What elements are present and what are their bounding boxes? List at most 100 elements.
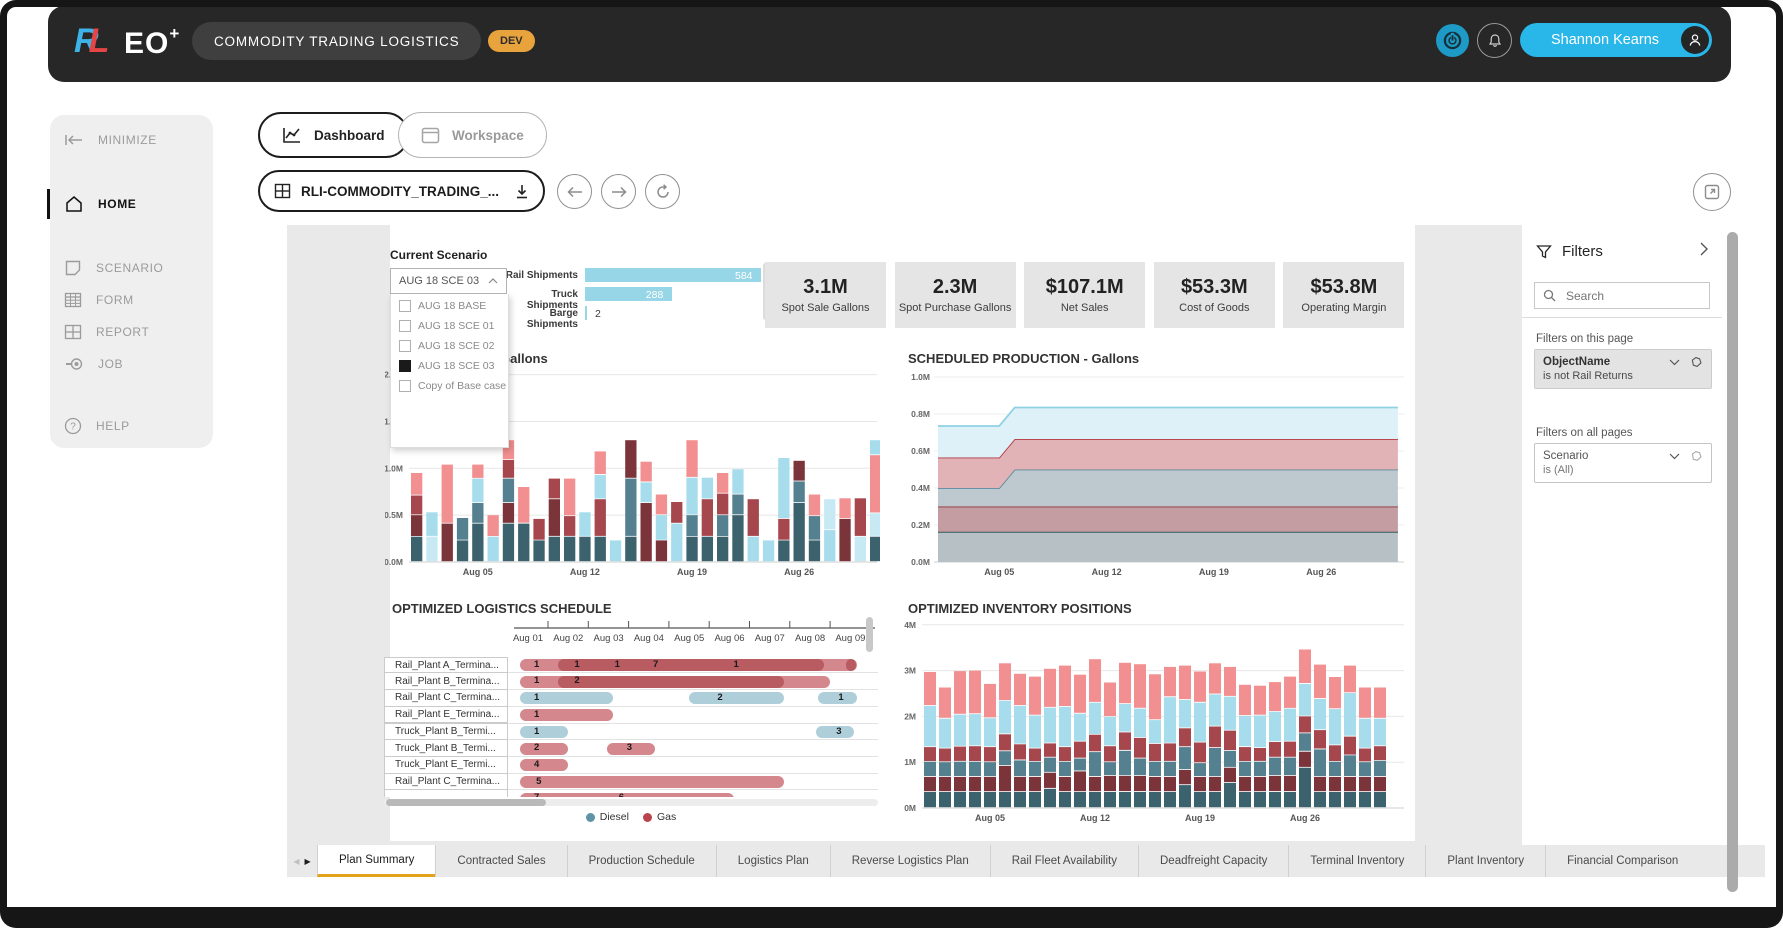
popout-button[interactable] [1693, 173, 1731, 211]
user-menu[interactable]: Shannon Kearns [1520, 23, 1712, 57]
legend-item-diesel[interactable]: Diesel [585, 811, 629, 823]
gantt-hscrollbar-track[interactable] [384, 799, 878, 806]
workspace-button[interactable]: Workspace [398, 112, 547, 158]
report-icon [64, 324, 82, 340]
chevron-right-icon [1700, 242, 1708, 256]
forward-button[interactable] [601, 174, 636, 209]
chevron-down-icon[interactable] [1669, 453, 1680, 460]
gantt-row-divider [508, 689, 878, 691]
logo-letter-r: R [74, 22, 99, 60]
tab-production-schedule[interactable]: Production Schedule [566, 845, 716, 877]
eraser-icon[interactable] [1690, 356, 1703, 368]
checkbox-checked[interactable] [399, 360, 411, 372]
gantt-bar-value: 1 [534, 725, 540, 737]
kpi-label: Spot Purchase Gallons [898, 302, 1012, 314]
gantt-bar-value: 7 [652, 658, 659, 670]
filter-card-scenario[interactable]: Scenario is (All) [1534, 443, 1712, 483]
svg-text:Aug 26: Aug 26 [784, 567, 814, 577]
report-selector[interactable]: RLI-COMMODITY_TRADING_... [258, 170, 545, 212]
svg-text:Aug 05: Aug 05 [463, 567, 493, 577]
tab-plan-summary[interactable]: Plan Summary [317, 845, 436, 877]
chevron-up-icon [488, 278, 498, 284]
gantt-bar [606, 742, 655, 755]
person-icon [1689, 34, 1701, 46]
kpi-card[interactable]: 2.3M Spot Purchase Gallons [894, 262, 1016, 328]
scenario-option-label: AUG 18 SCE 02 [418, 340, 495, 352]
sidebar-item-scenario[interactable]: SCENARIO [50, 255, 213, 281]
scenario-option[interactable]: AUG 18 SCE 01 [391, 318, 508, 334]
gantt-bar-value: 3 [836, 725, 842, 737]
gantt-bar-value: 1 [534, 675, 540, 687]
sidebar-item-minimize[interactable]: MINIMIZE [50, 127, 213, 153]
eraser-icon[interactable] [1690, 450, 1703, 462]
svg-text:Aug 03: Aug 03 [594, 633, 624, 644]
inventory-positions-chart[interactable]: 0M 1M 2M 3M 4M Aug 05 Aug 12 Aug 19 Aug 26 [900, 598, 1412, 830]
filters-search[interactable] [1534, 282, 1710, 309]
page-tab-bar: ◀ ▶ Plan Summary Contracted Sales Producti… [287, 845, 1765, 877]
kpi-card[interactable]: $107.1M Net Sales [1024, 262, 1146, 328]
filters-title: Filters [1562, 243, 1603, 260]
svg-text:0.5M: 0.5M [385, 510, 403, 520]
tab-reverse-logistics-plan[interactable]: Reverse Logistics Plan [829, 845, 990, 877]
gantt-vscrollbar-thumb[interactable] [866, 617, 873, 652]
sidebar-item-form[interactable]: FORM [50, 287, 213, 313]
scheduled-production-chart[interactable]: 0.0M 0.2M 0.4M 0.6M 0.8M 1.0M Aug 05 Aug 12 Aug … [900, 345, 1412, 585]
legend-item-gas[interactable]: Gas [642, 811, 676, 823]
svg-text:1M: 1M [904, 757, 916, 767]
tab-terminal-inventory[interactable]: Terminal Inventory [1288, 845, 1425, 877]
dashboard-button[interactable]: Dashboard [258, 112, 409, 158]
shipment-counts-chart[interactable]: Rail Shipments 584 Truck Shipments 288 Barge… [500, 255, 770, 330]
scenario-option[interactable]: Copy of Base case [391, 378, 508, 394]
tab-deadfreight-capacity[interactable]: Deadfreight Capacity [1138, 845, 1288, 877]
gantt-rows: Rail_Plant A_Termina... 1 1 1 7 1 Rail_Plant B… [384, 598, 878, 797]
tab-scroll-right-icon[interactable]: ▶ [304, 856, 311, 866]
checkbox-unchecked[interactable] [399, 320, 411, 332]
power-button[interactable] [1436, 24, 1469, 57]
gantt-bar-value: 2 [534, 742, 540, 754]
kpi-card[interactable]: $53.8M Operating Margin [1283, 262, 1405, 328]
kpi-card[interactable]: $53.3M Cost of Goods [1153, 262, 1275, 328]
sidebar-item-job[interactable]: JOB [50, 351, 213, 377]
logistics-schedule-chart[interactable]: Aug 01 Aug 02 Aug 03 Aug 04 Aug 05 Aug 06 Aug … [384, 598, 878, 830]
bell-icon [1488, 33, 1501, 47]
gantt-bar-value: 1 [733, 658, 739, 670]
tab-contracted-sales[interactable]: Contracted Sales [435, 845, 566, 877]
sidebar-item-help[interactable]: ? HELP [50, 413, 213, 439]
sidebar-nav: MINIMIZE HOME SCENARIO FORM REPORT JOB ? HELP [47, 115, 213, 448]
filter-field-name: ObjectName [1543, 356, 1611, 368]
logo-letter-l: L [88, 22, 110, 60]
tab-logistics-plan[interactable]: Logistics Plan [715, 845, 830, 877]
sidebar-item-report[interactable]: REPORT [50, 319, 213, 345]
gantt-bar-value: 1 [574, 658, 580, 670]
page-scrollbar[interactable] [1727, 232, 1738, 892]
scenario-option[interactable]: AUG 18 SCE 03 [391, 358, 508, 374]
tab-scroll-left-icon[interactable]: ◀ [293, 856, 300, 866]
scenario-dropdown[interactable]: AUG 18 SCE 03 [390, 268, 507, 294]
collapse-filters-button[interactable] [1698, 241, 1710, 257]
sidebar-item-label: REPORT [96, 325, 150, 339]
svg-text:Aug 06: Aug 06 [714, 633, 744, 644]
chevron-down-icon[interactable] [1669, 359, 1680, 366]
scenario-option-label: AUG 18 SCE 03 [418, 360, 495, 372]
scenario-option[interactable]: AUG 18 BASE [391, 298, 508, 314]
scenario-option[interactable]: AUG 18 SCE 02 [391, 338, 508, 354]
tab-rail-fleet-availability[interactable]: Rail Fleet Availability [989, 845, 1138, 877]
checkbox-unchecked[interactable] [399, 300, 411, 312]
gantt-bar [846, 659, 857, 671]
svg-text:Aug 12: Aug 12 [1080, 813, 1110, 823]
back-button[interactable] [557, 174, 592, 209]
filter-card-objectname[interactable]: ObjectName is not Rail Returns [1534, 349, 1712, 389]
sidebar-item-home[interactable]: HOME [47, 189, 213, 219]
checkbox-unchecked[interactable] [399, 340, 411, 352]
notifications-button[interactable] [1477, 23, 1512, 58]
scheduled-production-chart-title: SCHEDULED PRODUCTION - Gallons [908, 351, 1140, 366]
tab-plant-inventory[interactable]: Plant Inventory [1425, 845, 1545, 877]
search-input[interactable] [1564, 287, 1688, 304]
kpi-card[interactable]: 3.1M Spot Sale Gallons [765, 262, 886, 328]
gantt-bar-value: 1 [614, 658, 620, 670]
gantt-hscrollbar-thumb[interactable] [386, 799, 546, 806]
tab-financial-comparison[interactable]: Financial Comparison [1545, 845, 1699, 877]
refresh-button[interactable] [645, 174, 680, 209]
checkbox-unchecked[interactable] [399, 380, 411, 392]
